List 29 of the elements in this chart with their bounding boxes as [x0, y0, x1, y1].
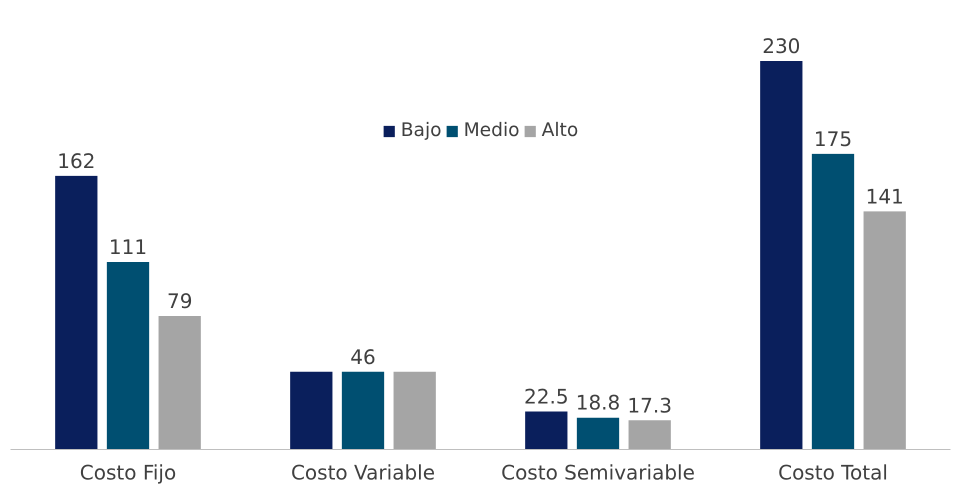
data-label: 175	[814, 126, 852, 151]
data-label: 17.3	[627, 393, 672, 418]
bar	[864, 211, 906, 450]
x-tick-label: Costo Variable	[290, 460, 436, 484]
legend-label: Medio	[464, 120, 520, 141]
legend-label: Alto	[542, 120, 578, 141]
bar	[158, 316, 201, 450]
bar	[760, 61, 802, 450]
data-label: 22.5	[524, 384, 569, 408]
bar	[525, 411, 568, 450]
x-tick-label: Costo Total	[778, 460, 888, 484]
bar	[342, 372, 384, 450]
data-label: 111	[108, 235, 148, 260]
x-tick-label: Costo Semivariable	[501, 460, 695, 484]
bar	[394, 372, 436, 450]
data-label: 230	[762, 34, 800, 58]
bar	[628, 420, 671, 450]
data-label: 46	[350, 344, 376, 369]
data-label: 162	[57, 148, 96, 173]
bar	[812, 154, 854, 450]
bar	[55, 176, 98, 450]
bar	[106, 262, 150, 450]
data-label: 141	[866, 184, 904, 208]
bar	[290, 372, 332, 450]
data-label: 79	[166, 289, 192, 314]
bar	[576, 418, 620, 450]
x-tick-label: Costo Fijo	[80, 460, 176, 484]
data-label: 18.8	[576, 390, 620, 415]
legend-label: Bajo	[400, 120, 442, 141]
